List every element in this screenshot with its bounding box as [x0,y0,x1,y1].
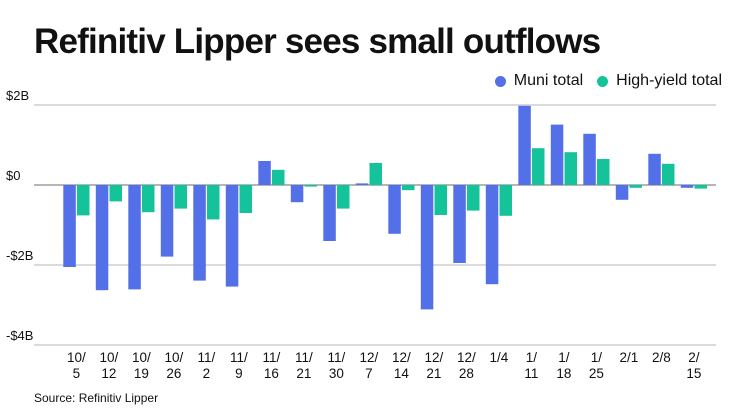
y-tick-label: $2B [6,88,29,103]
x-tick-label: 11/ [263,350,281,365]
bars [63,105,707,310]
legend-swatch-high-yield [597,75,609,87]
x-tick-label: 10/ [100,350,119,365]
x-tick-label: 14 [394,366,410,381]
x-tick-label: 12/ [360,350,379,365]
bar-muni-total [388,185,401,234]
bar-high-yield-total [369,163,382,185]
bar-high-yield-total [629,185,642,188]
x-tick-label: 10/ [67,350,86,365]
x-tick-label: 21 [426,366,441,381]
x-tick-label: 12/ [425,350,444,365]
bar-high-yield-total [597,159,610,185]
bar-high-yield-total [109,185,122,202]
bar-muni-total [420,185,434,310]
y-tick-label: -$4B [6,328,33,343]
x-tick-label: 2 [203,366,211,381]
chart-legend: Muni total High-yield total [481,72,722,90]
x-tick-label: 21 [296,366,311,381]
x-tick-label: 10/ [165,350,184,365]
x-tick-label: 12 [101,366,116,381]
bar-muni-total [550,124,564,185]
bar-high-yield-total [272,169,285,185]
bar-muni-total [680,185,694,188]
bar-muni-total [518,105,531,185]
bar-high-yield-total [467,185,480,211]
bar-muni-total [485,185,499,285]
x-tick-label: 11/ [230,350,248,365]
x-tick-label: 5 [73,366,81,381]
bar-muni-total [225,185,239,287]
x-tick-label: 12/ [392,350,411,365]
x-tick-label: 30 [329,366,344,381]
bar-muni-total [453,185,466,263]
x-tick-label: 2/8 [652,350,671,365]
x-tick-label: 28 [459,366,474,381]
bar-high-yield-total [337,185,350,209]
bar-muni-total [583,133,596,185]
x-tick-label: 1/ [591,350,603,365]
legend-swatch-muni [494,75,506,87]
y-tick-label: $0 [6,168,20,183]
bar-high-yield-total [174,185,187,209]
bar-muni-total [160,185,174,257]
y-tick-label: -$2B [6,248,33,263]
bar-muni-total [258,161,271,185]
x-tick-label: 19 [134,366,149,381]
x-tick-label: 9 [235,366,243,381]
x-tick-label: 26 [166,366,181,381]
chart-title: Refinitiv Lipper sees small outflows [34,22,601,61]
legend-label-muni: Muni total [513,72,584,89]
bar-high-yield-total [77,185,90,216]
bar-high-yield-total [304,185,317,187]
bar-high-yield-total [142,185,155,213]
y-axis-ticks: $2B $0 -$2B -$4B [6,88,33,343]
bar-high-yield-total [434,185,447,215]
bar-muni-total [128,185,141,290]
bar-high-yield-total [564,152,577,185]
x-tick-label: 11/ [328,350,346,365]
bar-high-yield-total [402,185,415,191]
bar-high-yield-total [207,185,220,220]
source-note: Source: Refinitiv Lipper [34,391,159,405]
x-tick-label: 7 [365,366,373,381]
x-tick-label: 2/ [688,350,700,365]
bar-muni-total [290,185,304,203]
x-tick-label: 18 [556,366,571,381]
x-tick-label: 11/ [198,350,216,365]
legend-item-high-yield: High-yield total [597,72,722,90]
x-tick-label: 1/4 [490,350,509,365]
bar-muni-total [63,185,76,267]
bar-muni-total [615,185,629,200]
x-tick-label: 25 [589,366,604,381]
bar-muni-total [95,185,109,291]
x-tick-label: 11 [524,366,538,381]
x-tick-label: 11/ [295,350,313,365]
bar-muni-total [193,185,206,281]
legend-label-high-yield: High-yield total [616,72,722,89]
bar-high-yield-total [532,148,545,185]
x-tick-label: 1/ [526,350,538,365]
x-tick-label: 1/ [558,350,570,365]
bar-high-yield-total [499,185,512,216]
x-tick-label: 12/ [457,350,476,365]
x-tick-label: 16 [264,366,279,381]
bar-high-yield-total [694,185,707,189]
x-tick-label: 15 [686,366,701,381]
x-axis-ticks: 10/510/1210/1910/2611/211/911/1611/2111/… [67,350,701,381]
x-tick-label: 10/ [132,350,151,365]
legend-item-muni: Muni total [494,72,584,90]
bar-muni-total [648,153,661,185]
bar-high-yield-total [239,185,252,213]
x-tick-label: 2/1 [620,350,639,365]
bar-high-yield-total [662,163,675,185]
bar-muni-total [323,185,336,241]
bar-muni-total [355,183,369,185]
